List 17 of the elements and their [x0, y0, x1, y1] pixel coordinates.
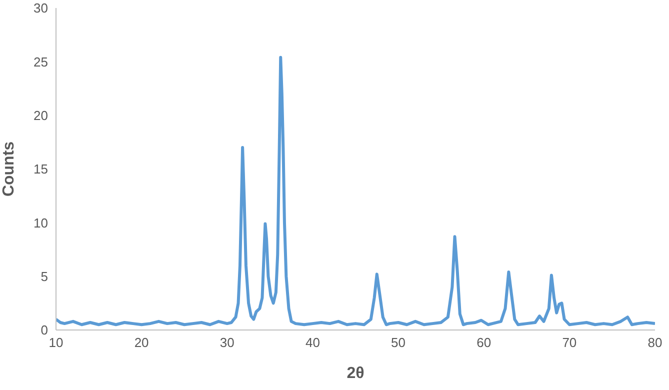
- x-tick-label: 60: [476, 335, 492, 350]
- y-tick-label: 0: [40, 322, 48, 338]
- y-tick-label: 25: [34, 54, 48, 70]
- y-tick-label: 20: [34, 108, 48, 123]
- y-tick-label: 10: [34, 215, 48, 230]
- x-tick-label: 20: [134, 335, 149, 350]
- x-axis-title: 2θ: [346, 365, 364, 382]
- y-tick-label: 5: [40, 268, 48, 284]
- y-tick-label: 15: [34, 162, 48, 177]
- x-tick-label: 30: [220, 335, 234, 350]
- x-tick-label: 50: [391, 335, 406, 350]
- x-tick-label: 40: [305, 335, 320, 350]
- x-tick-label: 70: [562, 335, 577, 350]
- x-tick-label: 80: [648, 335, 662, 350]
- line-series: [56, 56, 655, 326]
- y-axis-title: Counts: [0, 141, 18, 197]
- y-tick-label: 30: [34, 0, 48, 16]
